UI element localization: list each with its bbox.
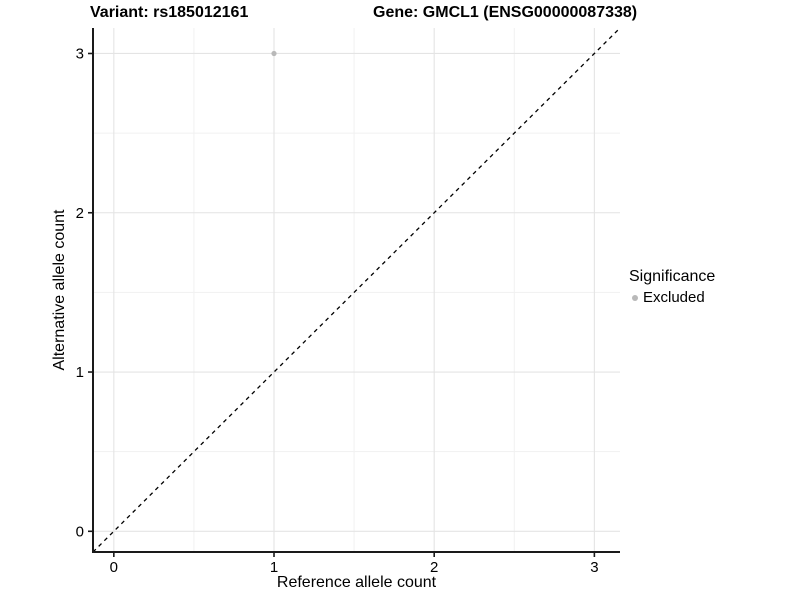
y-axis-title: Alternative allele count (51, 209, 68, 371)
svg-text:2: 2 (430, 559, 438, 576)
plot-title-gene: Gene: GMCL1 (ENSG00000087338) (373, 4, 638, 21)
data-point (271, 50, 277, 57)
svg-text:1: 1 (76, 364, 84, 381)
legend-title: Significance (629, 268, 716, 285)
svg-text:1: 1 (270, 559, 278, 576)
x-axis-title: Reference allele count (276, 574, 437, 591)
legend-item-label: Excluded (643, 289, 705, 306)
legend-marker-excluded-icon (632, 294, 638, 301)
legend-item-excluded: Excluded (629, 289, 715, 306)
plot-title-variant: Variant: rs185012161 (90, 4, 249, 21)
svg-text:3: 3 (590, 559, 598, 576)
svg-text:0: 0 (110, 559, 118, 576)
svg-text:0: 0 (76, 523, 84, 540)
svg-text:3: 3 (76, 45, 84, 62)
svg-text:2: 2 (76, 205, 84, 222)
legend: Significance Excluded (629, 268, 715, 306)
